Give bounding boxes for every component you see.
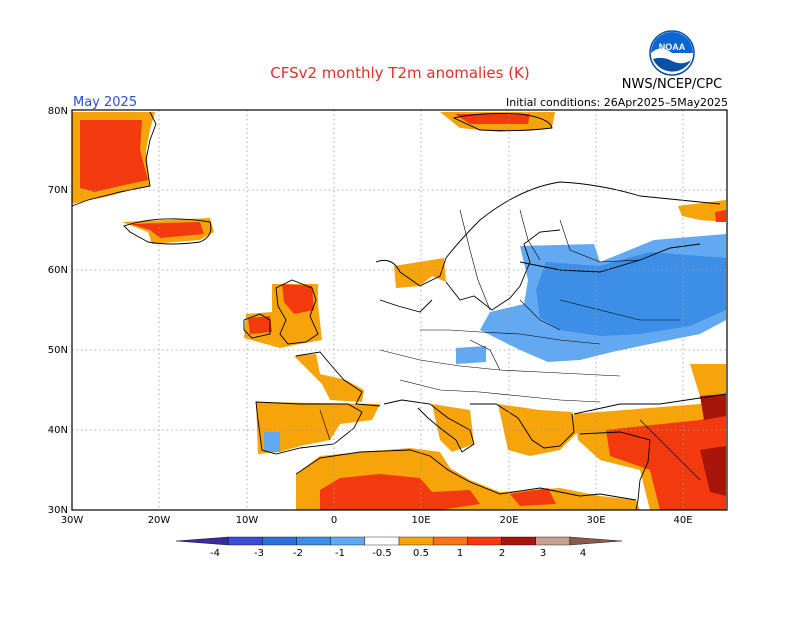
colorbar-swatch xyxy=(227,536,263,546)
anomaly-region-iberia-cool xyxy=(264,432,280,452)
colorbar-swatch xyxy=(501,536,536,546)
anomaly-fields xyxy=(72,112,726,510)
anomaly-region-iran-darkred xyxy=(700,394,726,496)
map-frame xyxy=(71,109,728,511)
lon-label: 0 xyxy=(331,515,337,526)
anomaly-region-russia-cool-strong xyxy=(536,252,726,336)
colorbar-swatch xyxy=(296,536,331,546)
colorbar-swatch xyxy=(398,536,434,546)
forecast-month: May 2025 xyxy=(73,95,138,110)
lat-label: 80N xyxy=(48,106,68,117)
anomaly-region-svalbard-strong xyxy=(455,114,530,124)
colorbar-swatch xyxy=(364,536,400,546)
lon-axis-labels: 30W 20W 10W 0 10E 20E 30E 40E xyxy=(61,515,693,526)
anomaly-region-greenland-strong xyxy=(80,120,148,192)
anomaly-region-italy xyxy=(432,404,474,452)
lat-label: 30N xyxy=(48,505,68,516)
anomaly-region-balkans xyxy=(498,404,580,456)
lon-label: 20E xyxy=(499,515,518,526)
colorbar-swatch xyxy=(262,536,297,546)
borders xyxy=(319,209,701,481)
lon-label: 10E xyxy=(411,515,430,526)
noaa-logo: NOAA xyxy=(649,30,695,76)
anomaly-region-north-africa-strong xyxy=(320,474,556,510)
colorbar-label: 0.5 xyxy=(413,548,429,559)
initial-conditions: Initial conditions: 26Apr2025–5May2025 xyxy=(506,96,728,109)
anomaly-region-finland-arctic xyxy=(678,200,726,222)
anomaly-region-uk-strong xyxy=(248,284,314,334)
map-title: CFSv2 monthly T2m anomalies (K) xyxy=(270,64,530,82)
anomaly-region-france xyxy=(294,354,364,402)
lon-label: 10W xyxy=(236,515,259,526)
anomaly-region-poland-cool xyxy=(456,346,486,364)
agency-label: NWS/NCEP/CPC xyxy=(621,77,723,92)
anomaly-region-caucasus xyxy=(690,364,726,404)
colorbar-swatch xyxy=(175,536,229,546)
anomaly-region-iberia xyxy=(256,402,380,454)
colorbar-label: -4 xyxy=(210,548,220,559)
colorbar-label: 1 xyxy=(457,548,463,559)
colorbar-label: -3 xyxy=(254,548,264,559)
lat-label: 60N xyxy=(48,265,68,276)
lon-label: 40E xyxy=(673,515,692,526)
colorbar-label: 4 xyxy=(580,548,586,559)
lat-axis-labels: 80N 70N 60N 50N 40N 30N xyxy=(48,106,68,516)
colorbar-label: -1 xyxy=(335,548,345,559)
lon-label: 30E xyxy=(586,515,605,526)
colorbar-label: -0.5 xyxy=(372,548,392,559)
lat-label: 40N xyxy=(48,425,68,436)
colorbar-swatch xyxy=(432,536,468,546)
lat-lon-grid xyxy=(72,110,727,510)
anomaly-region-norway xyxy=(394,258,446,288)
colorbar-label: 2 xyxy=(499,548,505,559)
lon-label: 30W xyxy=(61,515,84,526)
colorbar-swatch xyxy=(467,536,502,546)
lat-label: 70N xyxy=(48,185,68,196)
lon-label: 20W xyxy=(148,515,171,526)
anomaly-region-iceland-strong xyxy=(130,222,204,238)
colorbar-swatch xyxy=(330,536,366,546)
colorbar-labels: -4 -3 -2 -1 -0.5 0.5 1 2 3 4 xyxy=(210,548,586,559)
colorbar-label: 3 xyxy=(540,548,546,559)
logo-text: NOAA xyxy=(659,42,686,52)
colorbar-swatch xyxy=(535,536,571,546)
colorbar-swatch xyxy=(569,536,623,546)
colorbar xyxy=(175,536,623,546)
anomaly-region-svalbard-e xyxy=(715,210,726,222)
colorbar-label: -2 xyxy=(293,548,303,559)
lat-label: 50N xyxy=(48,345,68,356)
